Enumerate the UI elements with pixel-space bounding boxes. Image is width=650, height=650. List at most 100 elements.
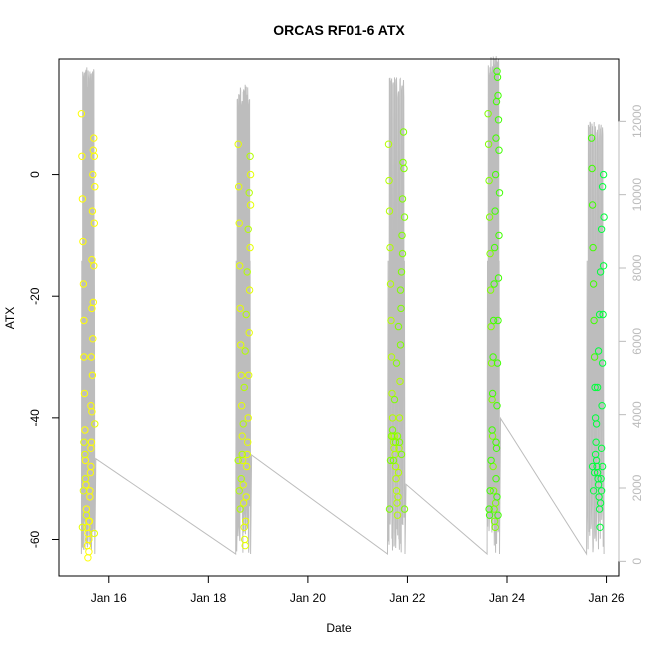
data-point	[235, 487, 243, 495]
data-point	[485, 511, 494, 519]
data-point	[400, 213, 409, 221]
y2-tick-label: 0	[630, 558, 644, 565]
data-point	[386, 243, 394, 252]
data-point	[385, 207, 394, 215]
data-point	[241, 541, 249, 550]
data-point	[80, 389, 89, 398]
data-point	[240, 499, 248, 507]
data-point	[494, 116, 503, 124]
y2-tick-label: 6000	[630, 328, 644, 355]
data-point	[599, 310, 607, 319]
data-point	[87, 462, 95, 471]
data-point	[79, 237, 87, 246]
data-point	[486, 286, 495, 294]
data-point	[598, 402, 606, 410]
y-tick-label: -20	[28, 287, 42, 305]
data-point	[589, 243, 597, 252]
data-point	[238, 402, 246, 410]
data-point	[394, 322, 403, 331]
data-point	[91, 420, 99, 428]
data-point	[495, 189, 504, 197]
data-point	[391, 438, 400, 446]
data-point	[392, 475, 400, 483]
data-point	[246, 201, 255, 209]
data-point	[488, 389, 497, 398]
data-point	[588, 164, 596, 173]
data-point	[590, 316, 598, 325]
data-point	[389, 456, 398, 465]
data-point	[597, 487, 606, 495]
data-point	[387, 316, 395, 325]
data-point	[234, 456, 242, 465]
data-point	[597, 225, 606, 234]
data-point	[392, 359, 401, 367]
data-point	[88, 371, 97, 379]
data-point	[492, 134, 500, 142]
data-point	[390, 395, 399, 404]
data-point	[398, 231, 406, 240]
data-point	[494, 511, 502, 519]
data-point	[245, 329, 253, 337]
data-point	[81, 475, 90, 483]
data-point	[596, 268, 605, 276]
data-point	[485, 176, 493, 185]
data-point	[487, 322, 495, 331]
data-point	[241, 347, 249, 355]
data-point	[395, 414, 404, 422]
data-point	[236, 262, 244, 270]
data-point	[79, 487, 88, 495]
data-point	[387, 353, 396, 361]
data-point	[236, 304, 244, 313]
data-point	[87, 353, 96, 361]
data-point	[492, 438, 500, 446]
data-point	[79, 280, 88, 288]
x-tick-label: Jan 24	[489, 591, 525, 605]
data-point	[388, 389, 396, 398]
data-point	[245, 371, 253, 379]
data-point	[596, 523, 604, 531]
data-point	[590, 353, 599, 361]
data-point	[237, 371, 245, 379]
data-point	[234, 140, 242, 148]
data-point	[88, 408, 96, 416]
data-point	[587, 134, 596, 142]
data-point	[78, 523, 87, 531]
data-point	[493, 402, 501, 410]
data-point	[595, 310, 604, 319]
data-point	[599, 170, 608, 179]
x-tick-label: Jan 22	[389, 591, 425, 605]
data-point	[238, 432, 246, 440]
data-point	[491, 170, 500, 179]
y-axis-label: ATX	[3, 307, 17, 329]
data-point	[493, 359, 502, 367]
data-point	[492, 97, 501, 106]
data-point	[592, 438, 600, 446]
data-point	[239, 420, 247, 428]
data-point	[244, 414, 252, 422]
y2-tick-label: 2000	[630, 474, 644, 501]
data-point	[494, 274, 503, 282]
data-point	[596, 499, 605, 507]
data-point	[591, 450, 600, 459]
x-tick-label: Jan 16	[91, 591, 127, 605]
plot-area	[77, 56, 608, 562]
data-point	[493, 67, 501, 75]
data-point	[90, 262, 98, 270]
axes: Jan 16 Jan 18 Jan 20 Jan 22 Jan 24 Jan 26 -60 -…	[28, 104, 644, 605]
data-point	[89, 298, 98, 306]
data-point	[244, 225, 252, 234]
data-point	[243, 450, 251, 459]
data-point	[240, 383, 248, 392]
data-point	[237, 341, 245, 349]
data-point	[90, 219, 99, 227]
data-point	[88, 207, 97, 215]
y2-tick-label: 8000	[630, 254, 644, 281]
data-point	[599, 262, 608, 270]
data-point	[598, 462, 607, 471]
data-point	[397, 304, 405, 313]
data-point	[494, 316, 502, 325]
data-point	[85, 548, 93, 556]
data-point	[246, 170, 255, 179]
